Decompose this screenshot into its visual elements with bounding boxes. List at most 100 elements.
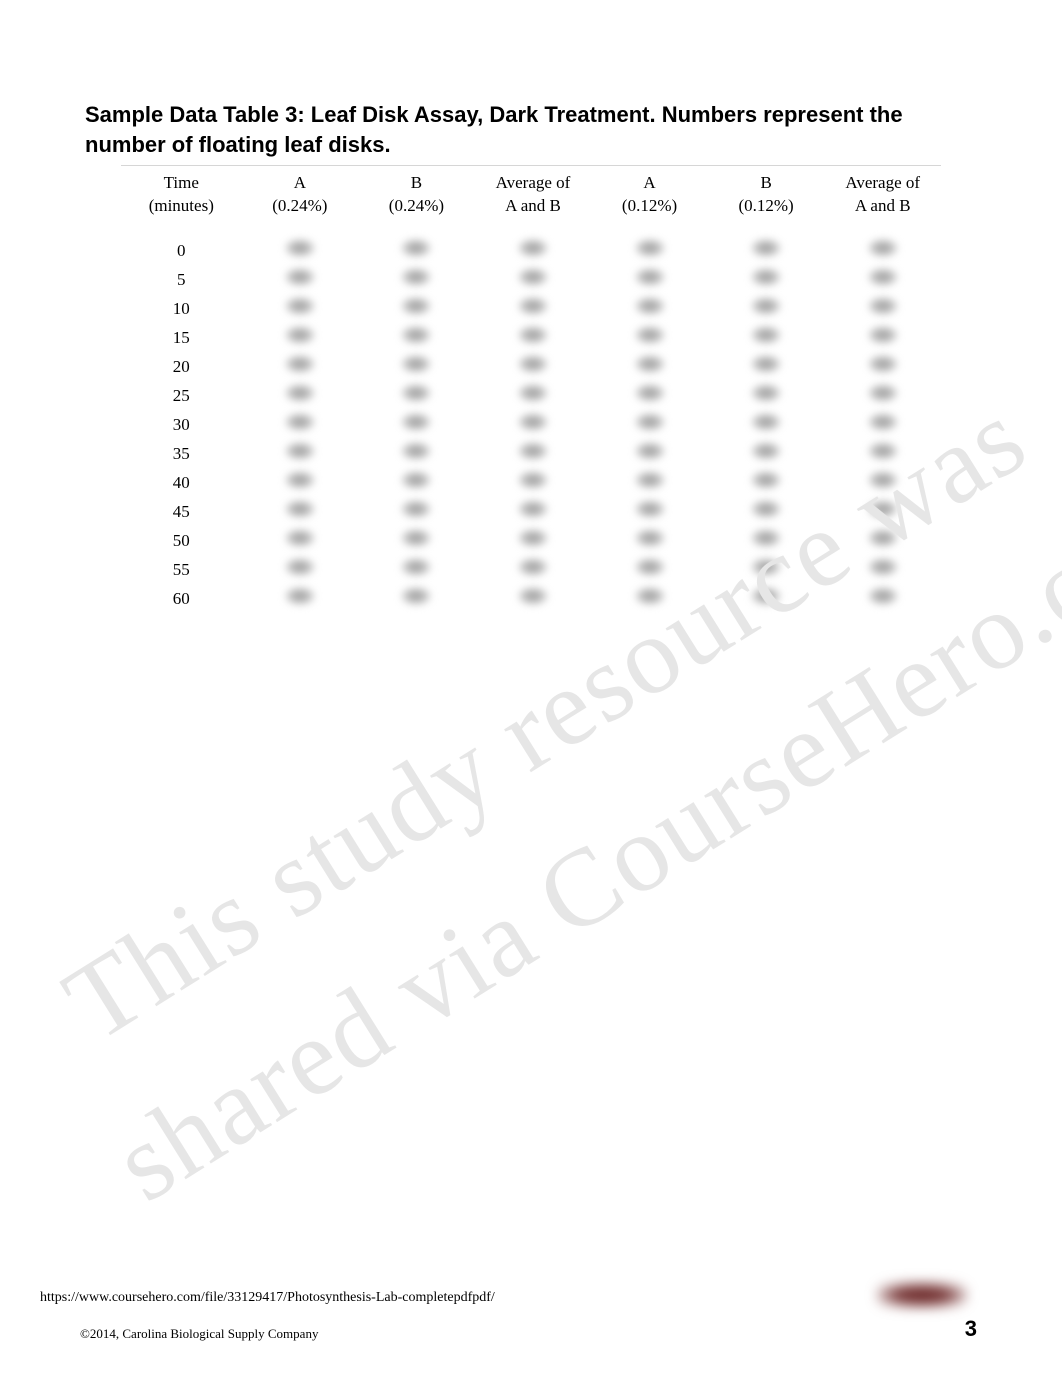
time-cell: 55 (121, 555, 242, 584)
table-row: 45 (121, 497, 941, 526)
obscured-data-cell (242, 265, 359, 294)
table-title: Sample Data Table 3: Leaf Disk Assay, Da… (85, 100, 977, 159)
obscured-data-cell (475, 584, 592, 613)
blur-placeholder (635, 326, 665, 344)
header-text: Average of (496, 173, 571, 192)
blur-placeholder (285, 297, 315, 315)
time-cell: 60 (121, 584, 242, 613)
obscured-data-cell (708, 294, 825, 323)
obscured-data-cell (358, 232, 475, 265)
footer-copyright: ©2014, Carolina Biological Supply Compan… (80, 1326, 318, 1342)
obscured-data-cell (591, 584, 708, 613)
data-table: Time (minutes) A (0.24%) B (0.24%) Avera… (121, 166, 941, 613)
blur-placeholder (285, 268, 315, 286)
footer-url: https://www.coursehero.com/file/33129417… (40, 1290, 977, 1306)
document-page: Sample Data Table 3: Leaf Disk Assay, Da… (0, 0, 1062, 1378)
obscured-data-cell (475, 294, 592, 323)
obscured-data-cell (242, 352, 359, 381)
table-row: 0 (121, 232, 941, 265)
blur-placeholder (285, 355, 315, 373)
time-cell: 5 (121, 265, 242, 294)
time-cell: 10 (121, 294, 242, 323)
obscured-data-cell (708, 352, 825, 381)
table-row: 15 (121, 323, 941, 352)
obscured-data-cell (475, 323, 592, 352)
obscured-data-cell (475, 352, 592, 381)
blur-placeholder (751, 326, 781, 344)
obscured-data-cell (591, 323, 708, 352)
table-header: Time (minutes) A (0.24%) B (0.24%) Avera… (121, 166, 941, 232)
time-cell: 0 (121, 232, 242, 265)
obscured-data-cell (475, 555, 592, 584)
blur-placeholder (401, 529, 431, 547)
blur-placeholder (868, 297, 898, 315)
blur-placeholder (285, 384, 315, 402)
obscured-data-cell (708, 323, 825, 352)
blur-placeholder (285, 587, 315, 605)
obscured-data-cell (824, 410, 941, 439)
obscured-data-cell (824, 352, 941, 381)
blur-placeholder (751, 500, 781, 518)
header-text: B (411, 173, 422, 192)
header-text: (minutes) (149, 196, 214, 215)
table-row: 30 (121, 410, 941, 439)
time-cell: 25 (121, 381, 242, 410)
blur-placeholder (401, 268, 431, 286)
footer-row: ©2014, Carolina Biological Supply Compan… (40, 1316, 977, 1342)
blur-placeholder (518, 558, 548, 576)
obscured-data-cell (242, 232, 359, 265)
blur-placeholder (868, 529, 898, 547)
obscured-data-cell (475, 526, 592, 555)
col-header-avg1: Average of A and B (475, 166, 592, 232)
blur-placeholder (401, 326, 431, 344)
obscured-data-cell (242, 468, 359, 497)
obscured-data-cell (475, 410, 592, 439)
obscured-data-cell (708, 497, 825, 526)
blur-placeholder (868, 587, 898, 605)
obscured-data-cell (708, 232, 825, 265)
col-header-time: Time (minutes) (121, 166, 242, 232)
obscured-data-cell (358, 323, 475, 352)
obscured-data-cell (824, 294, 941, 323)
blur-placeholder (635, 239, 665, 257)
blur-placeholder (635, 587, 665, 605)
blur-placeholder (518, 413, 548, 431)
blur-placeholder (401, 355, 431, 373)
obscured-data-cell (358, 294, 475, 323)
obscured-data-cell (708, 265, 825, 294)
blur-placeholder (868, 471, 898, 489)
table-row: 5 (121, 265, 941, 294)
obscured-data-cell (591, 294, 708, 323)
time-cell: 50 (121, 526, 242, 555)
obscured-data-cell (242, 381, 359, 410)
blur-placeholder (635, 355, 665, 373)
header-text: A (643, 173, 655, 192)
blur-placeholder (868, 326, 898, 344)
obscured-data-cell (824, 497, 941, 526)
obscured-data-cell (824, 439, 941, 468)
obscured-data-cell (358, 265, 475, 294)
obscured-data-cell (358, 497, 475, 526)
obscured-data-cell (708, 439, 825, 468)
blur-placeholder (285, 471, 315, 489)
blur-placeholder (285, 413, 315, 431)
blur-placeholder (401, 558, 431, 576)
blur-placeholder (635, 500, 665, 518)
blur-placeholder (751, 355, 781, 373)
obscured-data-cell (824, 555, 941, 584)
obscured-data-cell (591, 526, 708, 555)
obscured-data-cell (591, 439, 708, 468)
blur-placeholder (401, 500, 431, 518)
blur-placeholder (285, 326, 315, 344)
blur-placeholder (868, 384, 898, 402)
obscured-data-cell (591, 232, 708, 265)
blur-placeholder (868, 355, 898, 373)
obscured-data-cell (358, 381, 475, 410)
blur-placeholder (751, 587, 781, 605)
header-text: Average of (845, 173, 920, 192)
table-row: 40 (121, 468, 941, 497)
blur-placeholder (751, 558, 781, 576)
blur-placeholder (518, 355, 548, 373)
header-text: A and B (855, 196, 911, 215)
blur-placeholder (401, 413, 431, 431)
